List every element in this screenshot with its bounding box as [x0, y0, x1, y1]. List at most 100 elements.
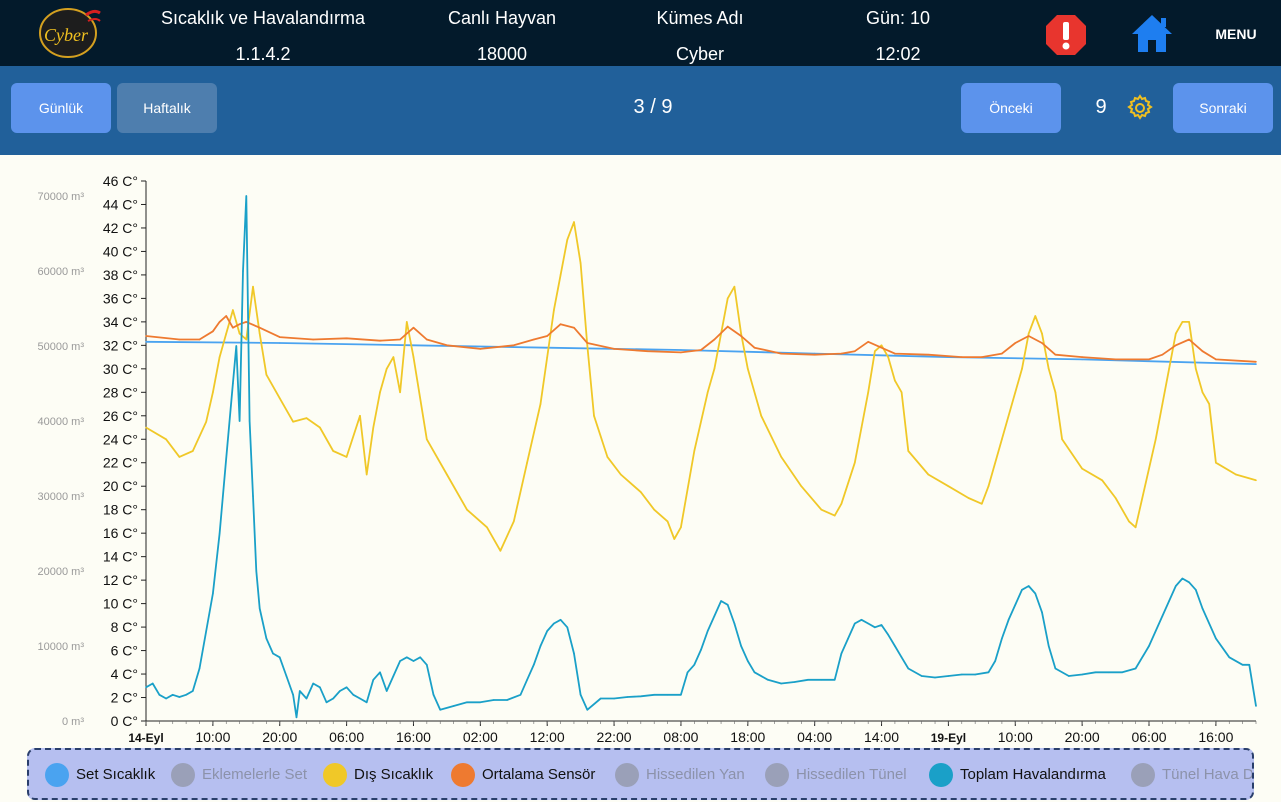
x-tick-label: 10:00: [998, 729, 1033, 745]
data-point: [252, 495, 254, 497]
legend-label: Toplam Havalandırma: [960, 766, 1106, 783]
daily-button[interactable]: Günlük: [11, 83, 111, 133]
data-point: [1121, 671, 1124, 674]
data-point: [278, 397, 281, 399]
data-point: [412, 344, 415, 347]
x-tick-label: 04:00: [797, 729, 832, 745]
legend-swatch: [615, 763, 639, 787]
data-point: [1001, 352, 1003, 355]
data-point: [392, 675, 395, 677]
data-point: [840, 352, 843, 355]
next-button[interactable]: Sonraki: [1173, 83, 1273, 133]
data-point: [579, 262, 582, 264]
data-point: [640, 491, 642, 493]
data-point: [1154, 630, 1157, 632]
data-point: [1014, 391, 1017, 394]
menu-button[interactable]: MENU: [1215, 26, 1257, 42]
data-point: [640, 695, 642, 698]
x-tick-label: 14:00: [864, 729, 899, 745]
data-point: [533, 664, 535, 666]
data-point: [680, 351, 682, 354]
data-point: [1034, 315, 1037, 317]
data-point: [813, 353, 816, 356]
legend-label: Ortalama Sensör: [482, 766, 596, 783]
data-point: [178, 456, 181, 458]
coop-block: Kümes Adı Cyber: [624, 0, 776, 66]
data-point: [372, 426, 375, 429]
data-point: [479, 348, 482, 350]
data-point: [1201, 607, 1204, 610]
data-point: [212, 391, 214, 394]
legend-swatch: [929, 763, 953, 787]
data-point: [599, 697, 602, 700]
animals-label: Canlı Hayvan: [447, 8, 557, 28]
coop-label: Kümes Adı: [656, 8, 744, 28]
data-point: [379, 671, 381, 674]
data-point: [626, 696, 629, 698]
data-point: [620, 473, 622, 476]
series-set-s-cakl-k-line: [145, 340, 1257, 365]
data-point: [1134, 526, 1137, 529]
data-point: [278, 656, 281, 659]
data-point: [232, 309, 234, 311]
data-point: [800, 485, 803, 488]
alert-octagon-icon[interactable]: [1044, 13, 1088, 57]
data-point: [793, 681, 796, 683]
data-point: [466, 701, 468, 704]
data-point: [1128, 520, 1130, 523]
data-point: [713, 338, 716, 341]
data-point: [880, 624, 883, 626]
x-tick-label: 20:00: [1065, 729, 1100, 745]
legend-label: Set Sıcaklık: [76, 766, 156, 783]
data-point: [880, 344, 883, 347]
data-point: [245, 321, 248, 323]
data-point: [706, 630, 709, 632]
data-point: [887, 634, 889, 636]
coop-value: Cyber: [675, 44, 724, 64]
data-point: [1148, 645, 1150, 647]
legend-label: Eklemelerle Set: [202, 766, 308, 783]
y-tick-label: 46 C°: [103, 173, 138, 189]
data-point: [379, 391, 381, 394]
data-point: [1081, 358, 1083, 361]
previous-button[interactable]: Önceki: [961, 83, 1061, 133]
data-point: [312, 682, 315, 685]
x-tick-label: 18:00: [730, 729, 765, 745]
y-tick-label: 22 C°: [103, 455, 138, 471]
data-point: [345, 456, 348, 458]
data-point: [987, 671, 990, 674]
data-point: [840, 652, 843, 655]
home-icon[interactable]: [1130, 12, 1174, 56]
data-point: [352, 694, 355, 696]
data-point: [981, 503, 983, 505]
data-point: [927, 473, 930, 476]
weekly-button[interactable]: Haftalık: [117, 83, 217, 133]
data-point: [385, 368, 388, 370]
data-point: [1255, 479, 1257, 482]
ventilation-tick-label: 50000 m³: [38, 341, 85, 353]
gear-icon[interactable]: [1126, 94, 1154, 122]
version-label: 1.1.4.2: [235, 44, 291, 64]
ventilation-tick-label: 20000 m³: [38, 566, 85, 578]
data-point: [218, 356, 221, 358]
data-point: [419, 656, 422, 659]
data-point: [513, 344, 515, 347]
y-tick-label: 36 C°: [103, 290, 138, 306]
data-point: [205, 630, 207, 632]
data-point: [680, 349, 682, 351]
data-point: [258, 332, 261, 335]
data-point: [854, 350, 856, 352]
data-point: [446, 473, 448, 476]
data-point: [700, 349, 702, 351]
data-point: [559, 323, 562, 325]
data-point: [1041, 611, 1043, 614]
data-point: [961, 356, 963, 358]
data-point: [573, 221, 575, 223]
data-point: [1175, 332, 1177, 335]
data-point: [526, 679, 528, 681]
data-point: [399, 391, 401, 394]
data-point: [726, 297, 729, 300]
data-point: [165, 438, 167, 441]
legend-label: Hissedilen Yan: [646, 766, 745, 783]
data-point: [1054, 353, 1057, 356]
